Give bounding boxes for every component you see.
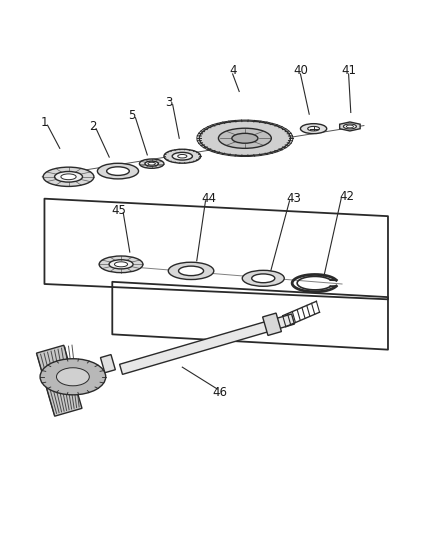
Polygon shape <box>262 313 281 335</box>
Ellipse shape <box>97 163 138 179</box>
Ellipse shape <box>99 256 143 272</box>
Text: 4: 4 <box>228 64 236 77</box>
Text: 2: 2 <box>88 120 96 133</box>
Ellipse shape <box>106 167 129 175</box>
Ellipse shape <box>346 125 353 128</box>
Ellipse shape <box>163 149 200 163</box>
Text: 46: 46 <box>212 386 226 399</box>
Ellipse shape <box>242 270 284 286</box>
Ellipse shape <box>145 161 158 166</box>
Polygon shape <box>119 314 294 374</box>
Ellipse shape <box>139 159 163 168</box>
Polygon shape <box>100 354 115 373</box>
Text: 42: 42 <box>338 190 353 203</box>
Ellipse shape <box>231 133 257 143</box>
Ellipse shape <box>109 260 133 269</box>
Ellipse shape <box>61 174 76 180</box>
Ellipse shape <box>57 368 89 386</box>
Ellipse shape <box>218 128 271 148</box>
Text: 3: 3 <box>165 96 173 109</box>
Ellipse shape <box>307 126 319 131</box>
Ellipse shape <box>40 359 106 395</box>
Ellipse shape <box>300 124 326 134</box>
Ellipse shape <box>54 172 82 182</box>
Text: 44: 44 <box>201 192 215 205</box>
Ellipse shape <box>343 124 356 129</box>
Ellipse shape <box>178 266 203 276</box>
Text: 41: 41 <box>340 64 355 77</box>
Ellipse shape <box>177 155 187 158</box>
Text: 5: 5 <box>128 109 135 122</box>
Ellipse shape <box>148 162 155 165</box>
Ellipse shape <box>114 262 127 267</box>
Text: 1: 1 <box>41 117 48 130</box>
Polygon shape <box>339 122 359 131</box>
Text: 43: 43 <box>286 192 300 205</box>
Polygon shape <box>36 345 82 416</box>
Text: 40: 40 <box>292 64 307 77</box>
Ellipse shape <box>199 121 290 156</box>
Ellipse shape <box>43 167 94 187</box>
Ellipse shape <box>172 152 192 160</box>
Text: 45: 45 <box>111 204 126 217</box>
Ellipse shape <box>168 262 213 279</box>
Ellipse shape <box>251 274 274 282</box>
